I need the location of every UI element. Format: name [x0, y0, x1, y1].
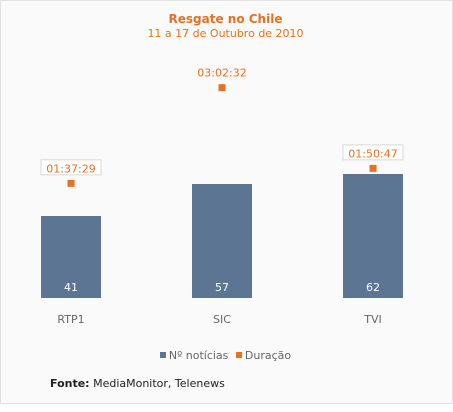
bar-label-tvi: 62	[366, 281, 380, 294]
legend-label-duracao: Duração	[244, 349, 292, 362]
category-label-sic: SIC	[213, 313, 231, 326]
source-note: Fonte: MediaMonitor, Telenews	[50, 377, 225, 390]
duration-label-rtp1: 01:37:29	[46, 162, 95, 175]
source-label: Fonte:	[50, 377, 90, 390]
bar-label-sic: 57	[215, 281, 229, 294]
duration-label-sic: 03:02:32	[197, 67, 246, 80]
legend: Nº notícias Duração	[0, 349, 451, 362]
duration-point-sic	[218, 84, 226, 92]
bar-label-rtp1: 41	[64, 281, 78, 294]
duration-label-box-rtp1	[40, 159, 102, 176]
legend-item-noticias: Nº notícias	[159, 349, 229, 362]
duration-label-tvi: 01:50:47	[348, 147, 397, 160]
legend-swatch-duracao	[235, 352, 242, 358]
bar-tvi	[343, 174, 403, 298]
chart-title: Resgate no Chile	[168, 12, 283, 26]
bar-rtp1	[41, 216, 101, 298]
duration-label-box-tvi	[342, 144, 404, 161]
legend-swatch-noticias	[159, 352, 166, 358]
legend-label-noticias: Nº notícias	[168, 349, 229, 362]
chart-subtitle: 11 a 17 de Outubro de 2010	[147, 27, 304, 40]
bar-sic	[192, 184, 252, 298]
duration-point-rtp1	[67, 179, 75, 187]
category-label-tvi: TVI	[363, 313, 382, 326]
legend-item-duracao: Duração	[235, 349, 292, 362]
category-label-rtp1: RTP1	[57, 313, 84, 326]
duration-point-tvi	[369, 164, 377, 172]
source-text: MediaMonitor, Telenews	[89, 377, 225, 390]
